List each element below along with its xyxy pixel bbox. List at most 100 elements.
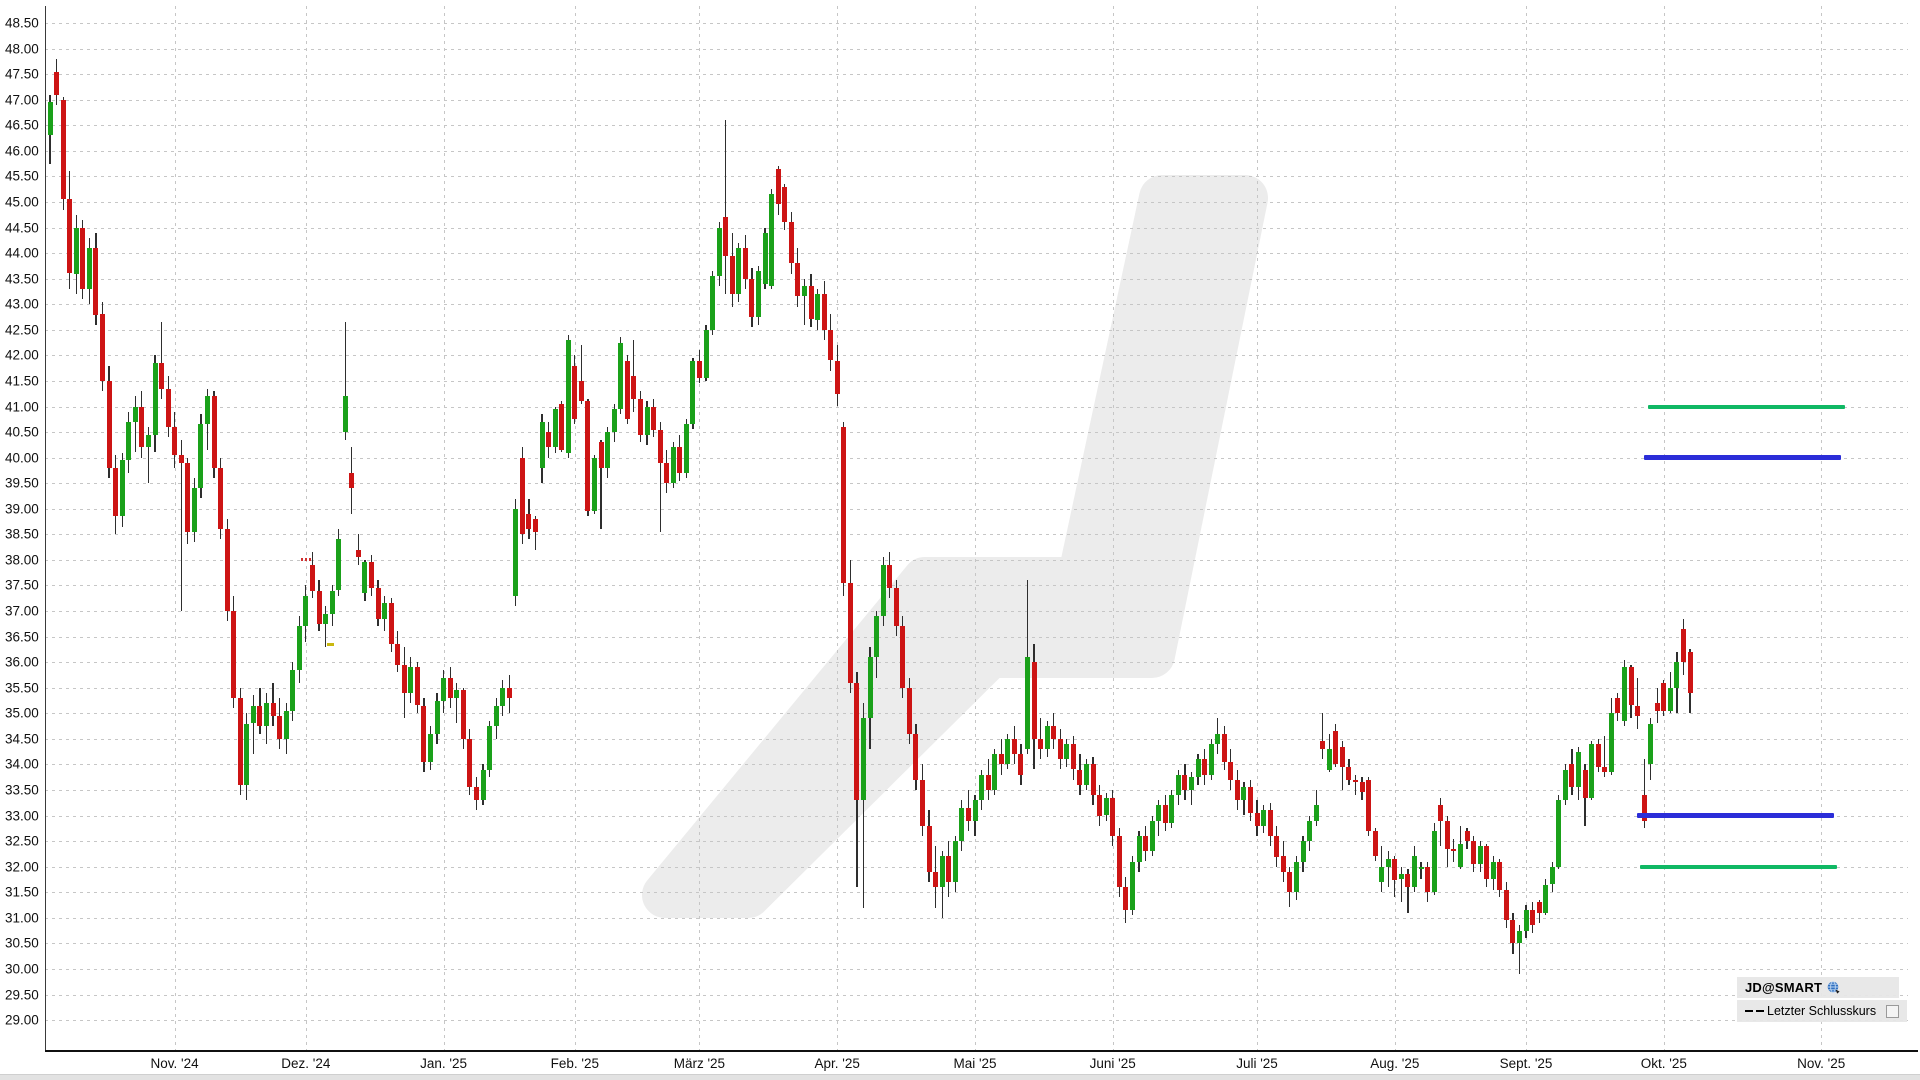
legend-series-label: Letzter Schlusskurs — [1767, 1004, 1877, 1018]
candle — [316, 590, 322, 624]
candle — [1379, 866, 1385, 882]
candle — [998, 754, 1004, 765]
x-gridline — [975, 6, 976, 1050]
y-gridline — [45, 99, 1908, 101]
candle — [690, 360, 696, 425]
candle — [218, 467, 224, 530]
candle-wick — [134, 396, 136, 453]
y-axis-tick-label: 45.00 — [5, 194, 39, 210]
price-annotation-line[interactable] — [1648, 404, 1845, 409]
candle — [1372, 830, 1378, 857]
x-axis-tick-label: Aug. '25 — [1370, 1056, 1420, 1071]
candle — [1300, 841, 1306, 862]
candle — [1582, 769, 1588, 798]
candle — [198, 424, 204, 489]
candle — [204, 396, 210, 425]
candle — [565, 340, 571, 453]
candle — [546, 432, 552, 448]
candle-wick — [252, 695, 255, 755]
y-axis-tick-label: 44.00 — [5, 245, 39, 261]
candle — [1398, 874, 1404, 880]
price-annotation-line[interactable] — [1637, 813, 1834, 818]
y-axis-tick-label: 30.50 — [5, 935, 39, 951]
y-axis-tick-label: 31.50 — [5, 884, 39, 900]
candle — [1084, 764, 1089, 785]
y-axis-tick-label: 36.50 — [5, 629, 39, 645]
candle — [375, 588, 381, 619]
candle-wick — [1387, 851, 1389, 888]
candle — [631, 375, 637, 399]
candle — [1175, 774, 1181, 796]
globe-icon[interactable] — [1827, 981, 1840, 994]
candle — [355, 549, 361, 558]
candle — [1595, 743, 1601, 767]
x-gridline — [1112, 6, 1114, 1050]
candle — [605, 432, 611, 468]
candle — [1228, 761, 1234, 780]
bottom-scroll-strip[interactable] — [0, 1074, 1920, 1080]
y-axis-tick-label: 36.00 — [5, 654, 39, 670]
candle — [670, 447, 676, 484]
candle — [60, 99, 66, 200]
candle — [309, 565, 315, 591]
candle — [775, 168, 781, 205]
candle — [290, 669, 296, 711]
price-annotation-line[interactable] — [1644, 455, 1841, 461]
candle — [992, 754, 998, 790]
candle — [723, 217, 729, 256]
candle — [939, 856, 945, 888]
y-axis-tick-label: 31.00 — [5, 910, 39, 926]
candle — [178, 455, 184, 463]
candle — [1090, 764, 1096, 796]
candle — [782, 186, 788, 223]
candle — [1530, 910, 1536, 926]
candle — [933, 871, 939, 888]
candle — [1641, 795, 1647, 821]
candle — [1064, 743, 1070, 760]
y-gridline — [45, 457, 1908, 459]
x-gridline — [1257, 6, 1258, 1050]
candle-wick — [1322, 713, 1324, 760]
candle — [211, 396, 217, 468]
legend-series-row[interactable]: Letzter Schlusskurs — [1737, 1000, 1907, 1022]
candle — [572, 365, 578, 420]
candle — [985, 774, 991, 790]
x-axis-tick-label: Juni '25 — [1089, 1056, 1136, 1071]
candle — [1011, 738, 1017, 755]
candle-wick — [456, 682, 458, 724]
y-axis-tick-label: 42.00 — [5, 347, 39, 363]
candle — [283, 710, 289, 739]
y-axis-tick-label: 37.00 — [5, 603, 39, 619]
y-gridline — [45, 534, 1908, 536]
candle — [145, 434, 151, 448]
candle — [1320, 741, 1326, 750]
y-axis-tick-label: 34.50 — [5, 731, 39, 747]
y-gridline — [45, 432, 1908, 433]
checkbox-icon[interactable] — [1886, 1004, 1899, 1018]
candle — [1444, 820, 1450, 849]
candle — [683, 424, 689, 473]
candle — [1503, 889, 1509, 921]
candle-wick — [1604, 736, 1606, 778]
candle — [1005, 738, 1011, 765]
candle-wick — [1400, 866, 1403, 903]
x-gridline — [305, 6, 307, 1050]
candle-wick — [147, 426, 150, 484]
legend-symbol-row[interactable]: JD@SMART — [1737, 977, 1899, 998]
x-gridline — [574, 6, 576, 1050]
candle — [696, 360, 702, 379]
candle — [644, 406, 650, 435]
candle — [742, 248, 748, 279]
candle — [887, 565, 893, 588]
candle-wick — [580, 345, 583, 404]
candle — [237, 697, 243, 785]
y-axis-tick-label: 29.00 — [5, 1012, 39, 1028]
candle — [637, 398, 643, 435]
y-axis-tick-label: 35.50 — [5, 680, 39, 696]
candle-wick — [534, 516, 537, 550]
candle — [1438, 805, 1444, 821]
candle — [1182, 774, 1188, 790]
y-gridline — [45, 841, 1908, 843]
candle — [1484, 846, 1490, 880]
price-annotation-line[interactable] — [1640, 864, 1837, 869]
